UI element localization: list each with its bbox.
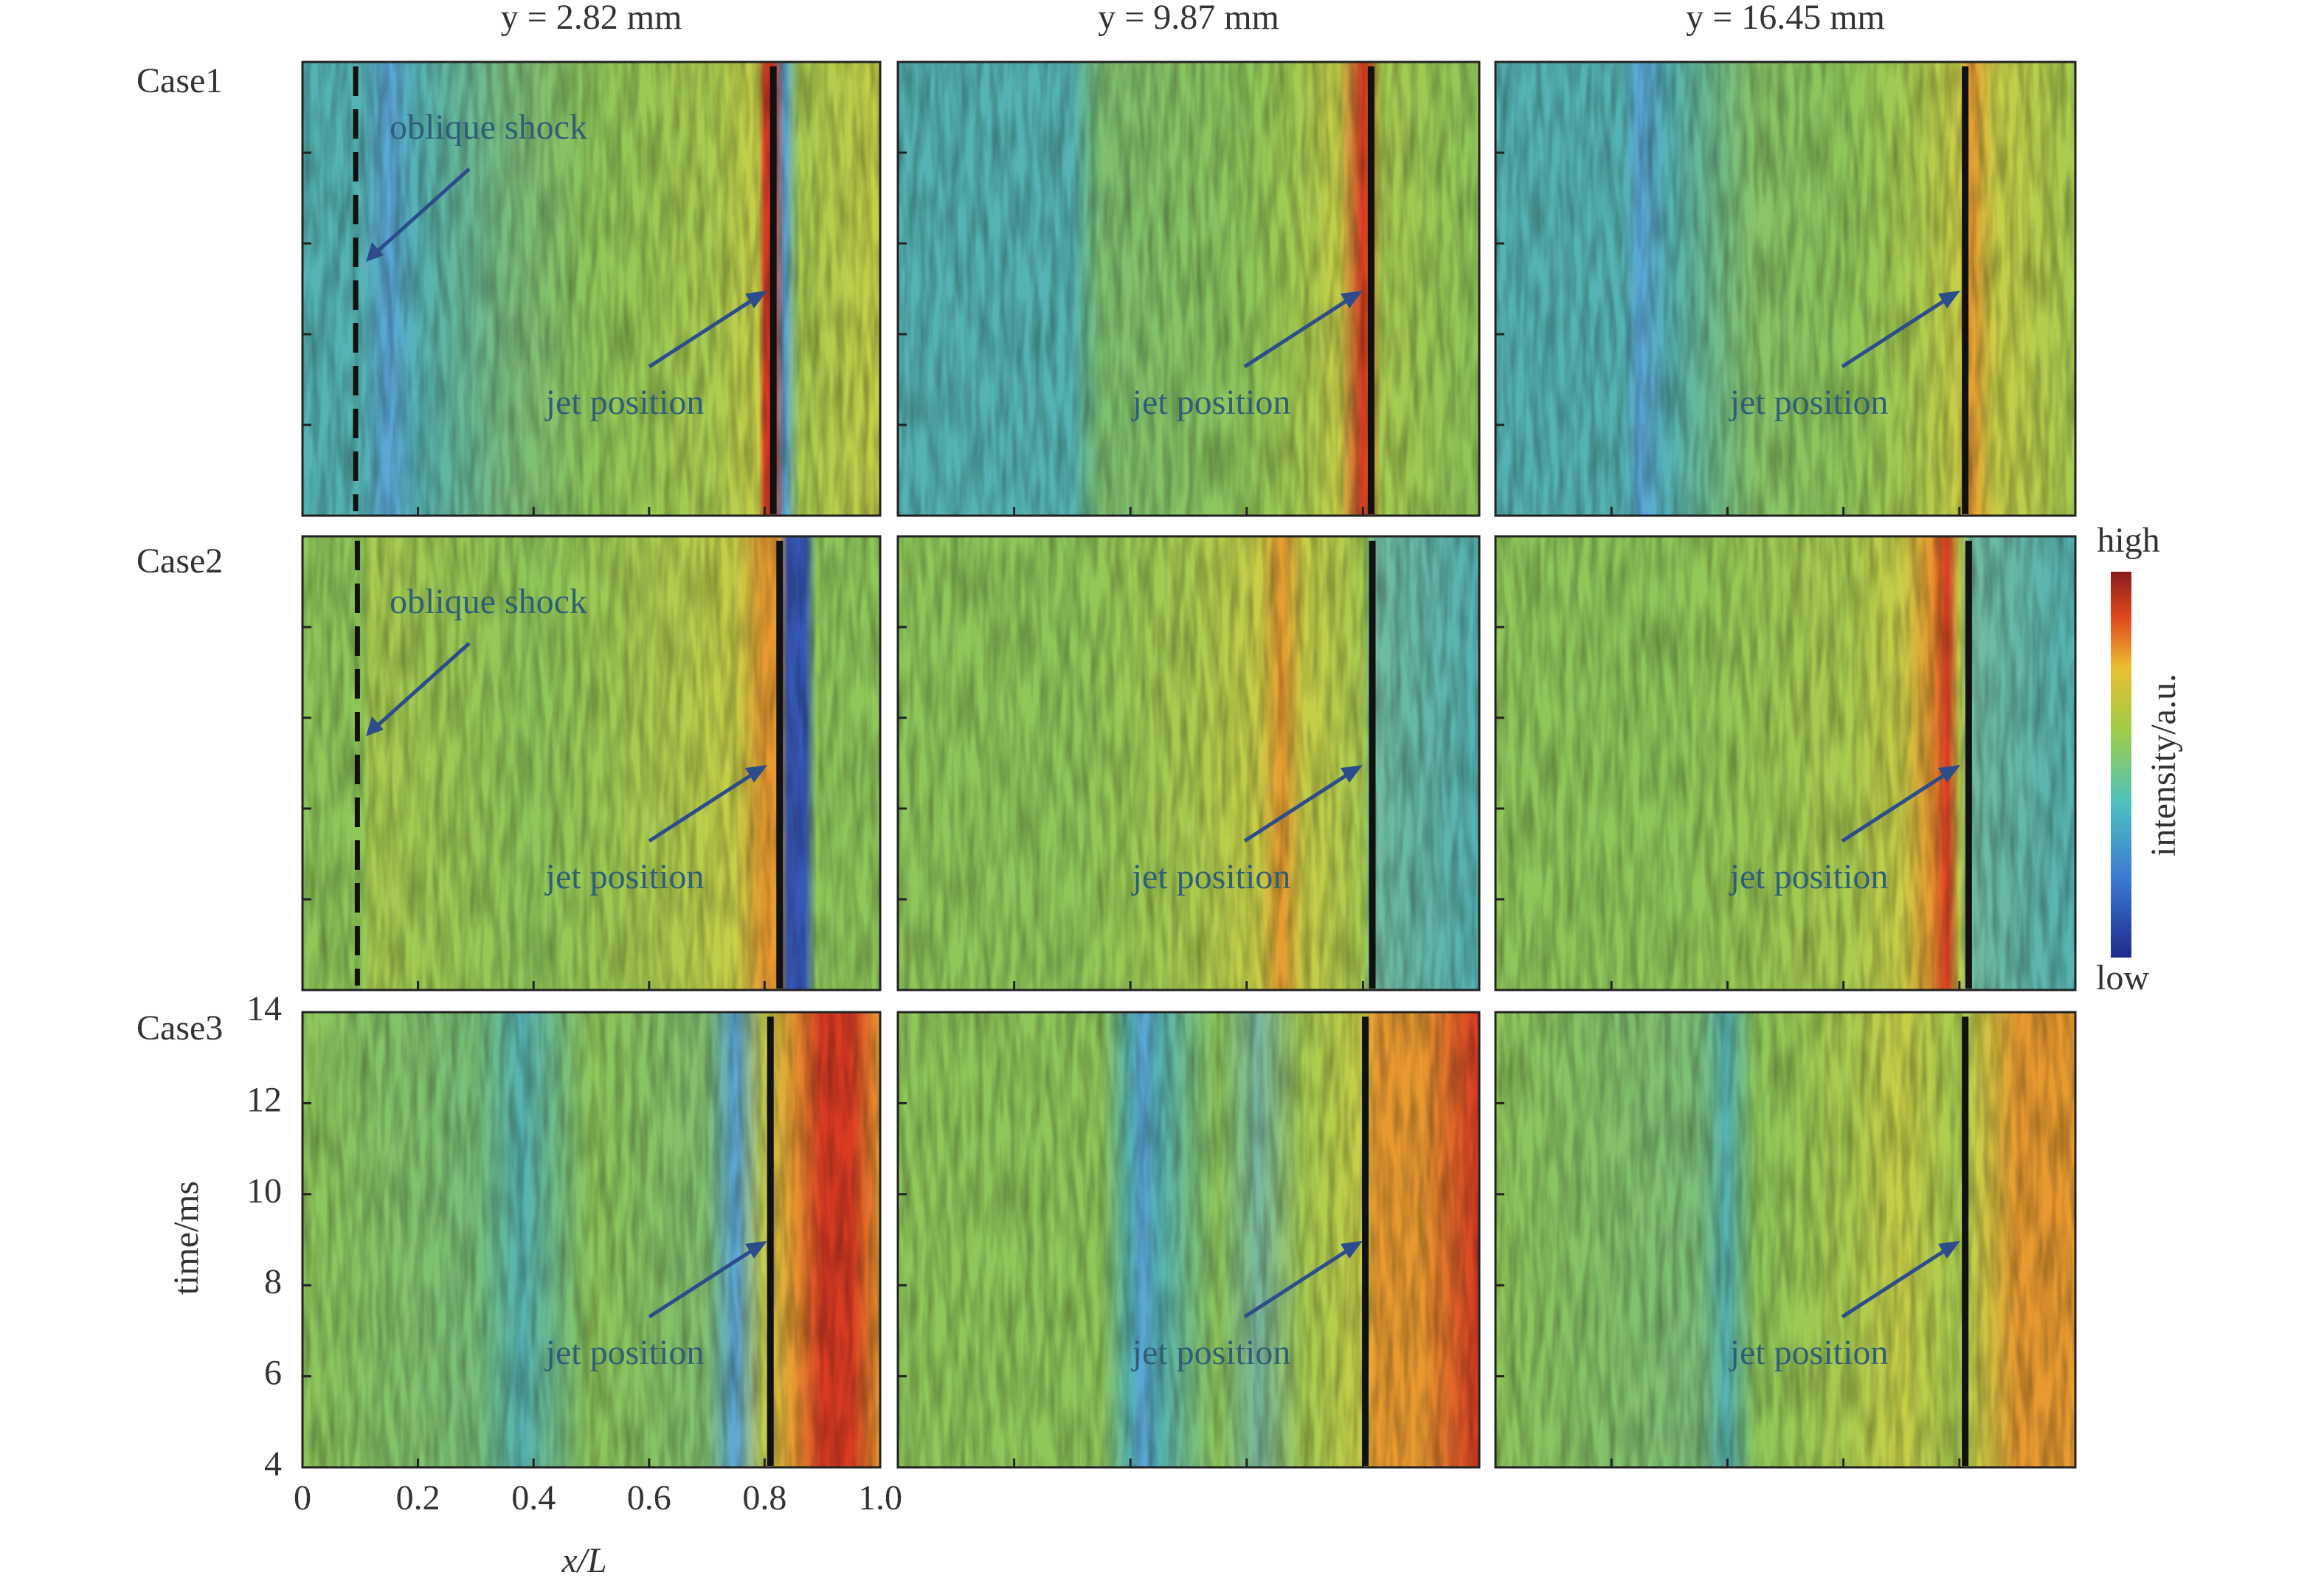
annotation: jet position <box>1131 1333 1291 1372</box>
annotation: jet position <box>544 1333 705 1372</box>
arrow-head <box>745 1241 767 1259</box>
panel-frame <box>896 535 1481 991</box>
panel-texture <box>898 1012 1479 1467</box>
colorbar <box>2111 572 2131 958</box>
y-tick-label: 12 <box>246 1080 282 1119</box>
y-axis-label: time/ms <box>167 1181 206 1295</box>
arrow-head <box>1341 291 1363 308</box>
y-tick-label: 10 <box>246 1171 282 1211</box>
panel-frame <box>301 60 882 517</box>
x-tick-label: 0 <box>294 1478 311 1517</box>
panel-texture <box>898 536 1479 990</box>
x-axis-label: x/L <box>561 1541 606 1580</box>
arrow <box>1841 296 1950 369</box>
arrow <box>648 296 757 369</box>
panel-frame <box>1494 535 2077 991</box>
panel-texture <box>1495 536 2075 990</box>
arrow-head <box>745 765 767 783</box>
panel-texture <box>1495 1012 2075 1467</box>
annotation: jet position <box>1729 1333 1889 1372</box>
annotation: oblique shock <box>390 108 587 147</box>
arrow <box>375 642 471 728</box>
row-label: Case3 <box>136 1008 223 1048</box>
arrow-head <box>1341 1241 1363 1259</box>
arrow <box>1243 1246 1352 1319</box>
arrow <box>1841 1246 1950 1319</box>
arrow <box>1841 770 1950 843</box>
arrow-head <box>745 291 767 308</box>
column-title: y = 2.82 mm <box>501 0 682 37</box>
x-tick-label: 0.2 <box>396 1478 440 1517</box>
colorbar-low: low <box>2096 958 2149 997</box>
arrow <box>1243 296 1352 369</box>
y-tick-label: 8 <box>264 1262 282 1301</box>
arrow <box>375 167 471 254</box>
row-label: Case1 <box>136 61 223 100</box>
arrow-head <box>366 716 384 736</box>
panel-texture <box>1495 62 2075 516</box>
arrow-head <box>1938 1241 1960 1259</box>
annotation: jet position <box>544 383 705 422</box>
x-tick-label: 0.6 <box>627 1478 671 1517</box>
annotation: jet position <box>1729 383 1889 422</box>
panel-texture <box>302 62 880 516</box>
row-label: Case2 <box>136 541 223 581</box>
panel-frame <box>1494 60 2077 517</box>
arrow-head <box>1938 765 1960 783</box>
column-title: y = 9.87 mm <box>1098 0 1279 37</box>
panel-frame <box>896 1011 1481 1469</box>
y-tick-label: 14 <box>246 989 282 1028</box>
arrow <box>648 1246 757 1319</box>
column-title: y = 16.45 mm <box>1686 0 1885 37</box>
arrow <box>1243 770 1352 843</box>
x-tick-label: 0.4 <box>511 1478 556 1517</box>
annotation: jet position <box>1729 857 1889 896</box>
colorbar-label: intensity/a.u. <box>2144 674 2183 856</box>
panel-frame <box>896 60 1481 517</box>
arrow-head <box>1938 291 1960 308</box>
arrow-head <box>1341 765 1363 783</box>
panel-frame <box>301 1011 882 1469</box>
y-tick-label: 4 <box>264 1444 282 1484</box>
y-tick-label: 6 <box>264 1354 282 1393</box>
panel-frame <box>301 535 882 991</box>
annotation: jet position <box>1131 857 1291 896</box>
annotation: jet position <box>1131 383 1291 422</box>
panel-texture <box>302 536 880 990</box>
panel-texture <box>302 1012 880 1467</box>
arrow-head <box>366 242 384 262</box>
panel-frame <box>1494 1011 2077 1469</box>
annotation: jet position <box>544 857 705 896</box>
arrow <box>648 770 757 843</box>
annotation: oblique shock <box>390 582 587 621</box>
x-tick-label: 0.8 <box>742 1478 786 1517</box>
colorbar-high: high <box>2097 521 2159 560</box>
x-tick-label: 1.0 <box>858 1478 902 1517</box>
panel-texture <box>898 62 1479 516</box>
